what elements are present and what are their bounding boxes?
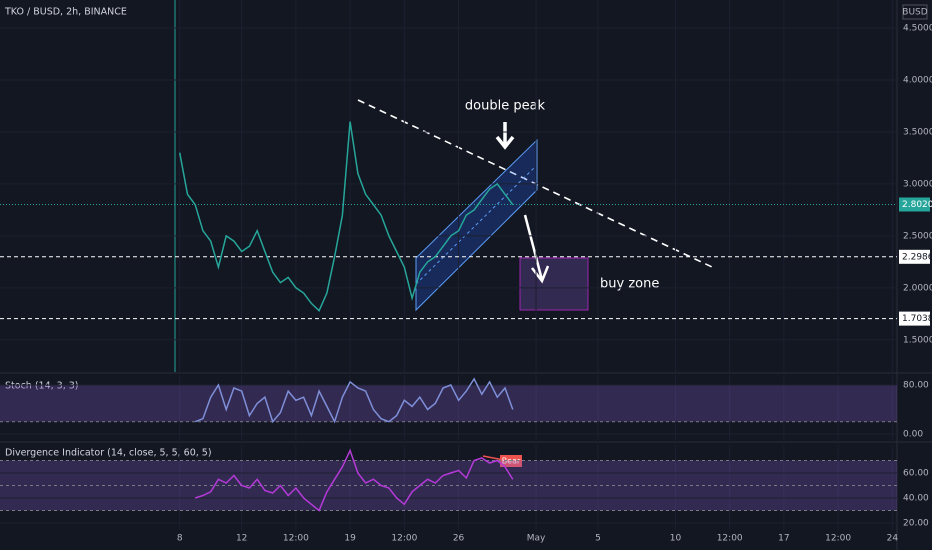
indicator-title: Stoch (14, 3, 3) bbox=[5, 381, 79, 392]
x-tick-label: 8 bbox=[177, 534, 183, 544]
x-tick-label: 12:00 bbox=[825, 534, 851, 544]
y-tick-label: 80.00 bbox=[903, 380, 929, 390]
currency: BUSD bbox=[902, 8, 927, 18]
level-box bbox=[899, 249, 930, 264]
current-price-label: 2.8020 bbox=[902, 200, 932, 210]
indicator-title: Divergence Indicator (14, close, 5, 5, 6… bbox=[5, 448, 212, 459]
y-tick-label: 4.5000 bbox=[903, 24, 932, 34]
series-line bbox=[178, 121, 514, 312]
x-tick-label: 12:00 bbox=[717, 534, 743, 544]
current-price-box bbox=[899, 197, 930, 212]
x-tick-label: 12:00 bbox=[283, 534, 309, 544]
x-tick-label: 24 bbox=[887, 534, 899, 544]
arrow bbox=[523, 214, 550, 284]
x-tick-label: 12:00 bbox=[391, 534, 417, 544]
arrow bbox=[495, 122, 515, 150]
y-tick-label: 3.0000 bbox=[903, 179, 932, 189]
y-tick-label: 3.5000 bbox=[903, 127, 932, 137]
level-label: 1.7038 bbox=[902, 314, 932, 324]
buy-zone bbox=[519, 257, 589, 311]
y-tick-label: 2.5000 bbox=[903, 231, 932, 241]
x-tick-label: 19 bbox=[344, 534, 356, 544]
x-tick-label: 17 bbox=[778, 534, 789, 544]
y-tick-label: 40.00 bbox=[903, 494, 929, 504]
chart-title: TKO / BUSD, 2h, BINANCE bbox=[4, 7, 127, 18]
x-tick-label: 5 bbox=[595, 534, 601, 544]
channel-mid bbox=[415, 164, 538, 285]
y-tick-label: 2.0000 bbox=[903, 283, 932, 293]
x-tick-label: 26 bbox=[453, 534, 465, 544]
annotation: double peak bbox=[465, 99, 546, 114]
level-label: 2.2986 bbox=[902, 252, 932, 262]
annotation: buy zone bbox=[600, 277, 659, 292]
currency-box bbox=[902, 4, 928, 20]
series-line bbox=[194, 377, 514, 424]
x-tick-label: 12 bbox=[236, 534, 247, 544]
band bbox=[0, 384, 897, 422]
y-tick-label: 1.5000 bbox=[903, 335, 932, 345]
y-tick-label: 60.00 bbox=[903, 469, 929, 479]
y-tick-label: 4.0000 bbox=[903, 76, 932, 86]
series-line bbox=[194, 448, 514, 512]
band bbox=[0, 460, 897, 511]
x-tick-label: May bbox=[527, 534, 546, 544]
x-tick-label: 10 bbox=[670, 534, 682, 544]
y-tick-label: 20.00 bbox=[903, 519, 929, 529]
y-tick-label: 0.00 bbox=[903, 429, 923, 439]
level-box bbox=[899, 311, 930, 326]
